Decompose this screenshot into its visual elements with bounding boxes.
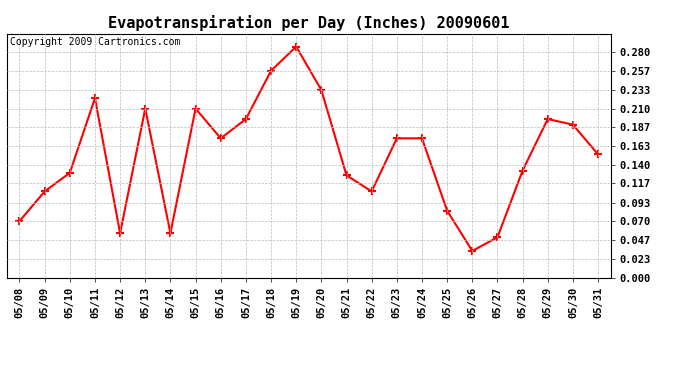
Title: Evapotranspiration per Day (Inches) 20090601: Evapotranspiration per Day (Inches) 2009… <box>108 15 509 31</box>
Text: Copyright 2009 Cartronics.com: Copyright 2009 Cartronics.com <box>10 38 180 47</box>
